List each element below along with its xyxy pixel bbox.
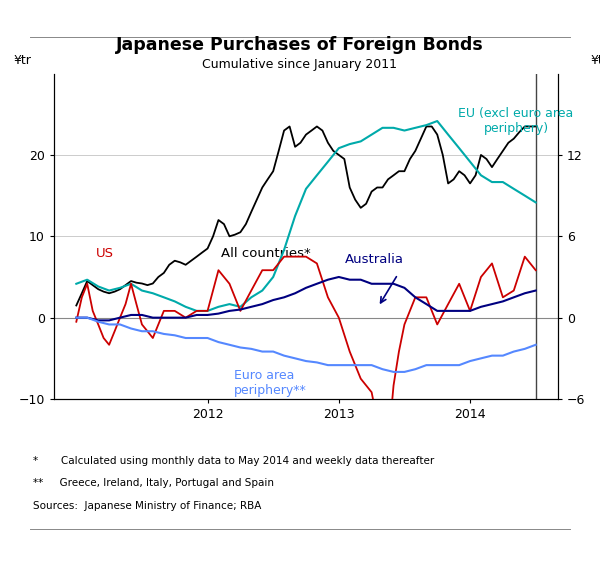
Text: EU (excl euro area
periphery): EU (excl euro area periphery) [458,108,574,135]
Text: Australia: Australia [346,254,404,267]
Text: US: US [96,247,114,260]
Text: ¥tr: ¥tr [591,54,600,67]
Text: *       Calculated using monthly data to May 2014 and weekly data thereafter: * Calculated using monthly data to May 2… [33,456,434,466]
Text: All countries*: All countries* [221,247,310,260]
Text: Cumulative since January 2011: Cumulative since January 2011 [203,58,398,71]
Text: ¥tr: ¥tr [14,54,32,67]
Text: Euro area
periphery**: Euro area periphery** [234,369,307,397]
Text: **     Greece, Ireland, Italy, Portugal and Spain: ** Greece, Ireland, Italy, Portugal and … [33,478,274,488]
Text: Sources:  Japanese Ministry of Finance; RBA: Sources: Japanese Ministry of Finance; R… [33,501,262,511]
Text: Japanese Purchases of Foreign Bonds: Japanese Purchases of Foreign Bonds [116,36,484,54]
